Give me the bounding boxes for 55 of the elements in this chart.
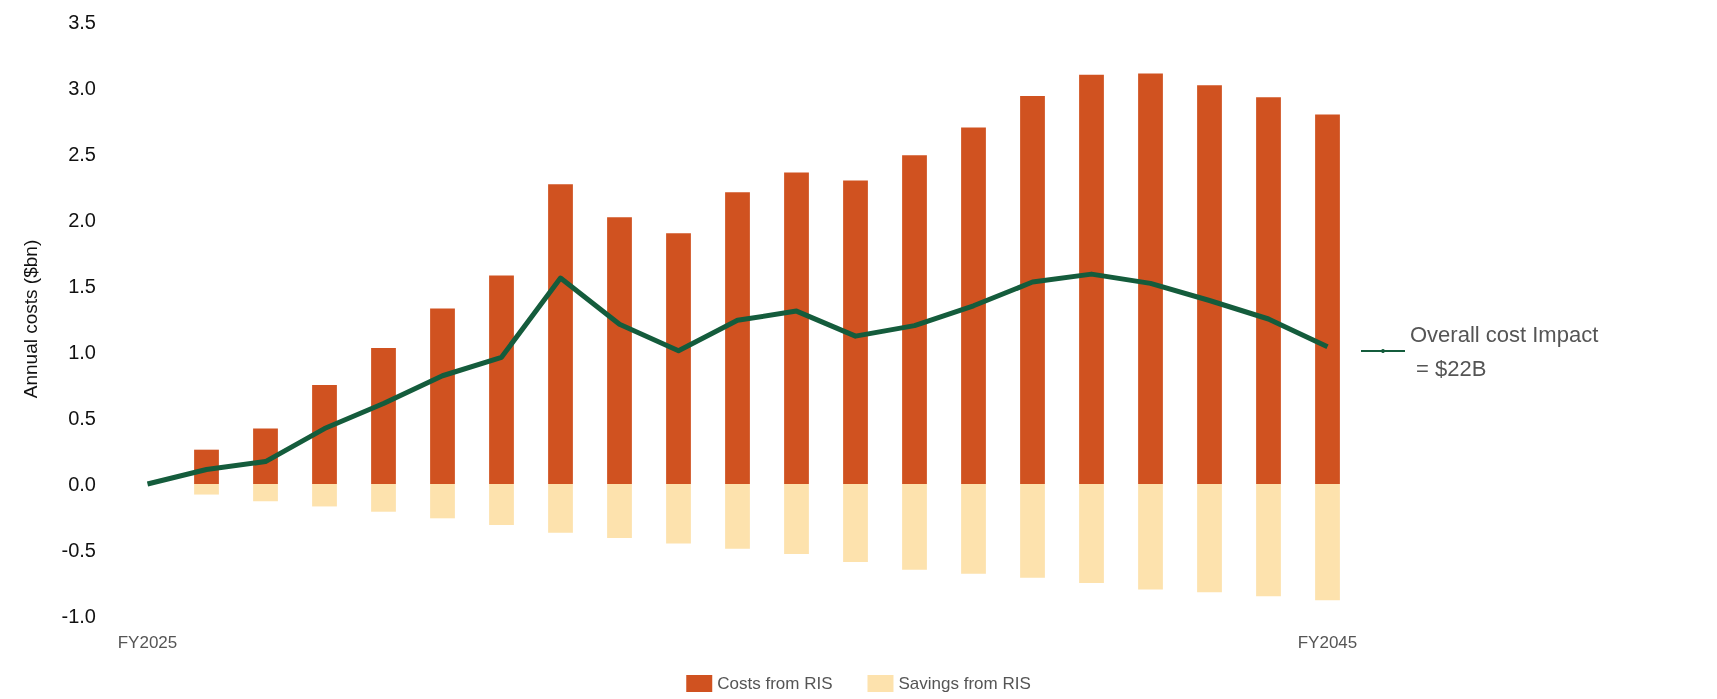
y-tick-label: 0.0 [68, 473, 96, 495]
bar [312, 385, 337, 484]
bar [489, 484, 514, 525]
bar [548, 484, 573, 533]
bar [1079, 484, 1104, 583]
bar [253, 428, 278, 484]
bar [1256, 97, 1281, 484]
bar [1256, 484, 1281, 597]
bar [666, 484, 691, 544]
bar [371, 484, 396, 512]
bar [371, 348, 396, 484]
y-tick-label: 2.0 [68, 209, 96, 231]
bar [725, 192, 750, 484]
bar [548, 184, 573, 484]
bar [725, 484, 750, 549]
y-tick-label: -1.0 [61, 605, 96, 627]
bar [843, 180, 868, 484]
bar [784, 484, 809, 554]
y-tick-label: 0.5 [68, 407, 96, 429]
bar [784, 172, 809, 484]
bar [430, 484, 455, 519]
y-tick-label: 1.5 [68, 275, 96, 297]
bar [194, 484, 219, 495]
y-tick-label: 2.5 [68, 143, 96, 165]
bar [489, 275, 514, 484]
bar [1138, 484, 1163, 590]
bar [1020, 484, 1045, 578]
bar [1315, 114, 1340, 484]
y-tick-label: 3.5 [68, 11, 96, 33]
bar [607, 484, 632, 539]
y-axis-title: Annual costs ($bn) [20, 239, 41, 399]
legend-label: Savings from RIS [898, 674, 1031, 693]
bar [253, 484, 278, 502]
bar [843, 484, 868, 562]
bar [1197, 484, 1222, 593]
y-tick-label: 3.0 [68, 77, 96, 99]
x-tick-label: FY2045 [1297, 633, 1358, 652]
bar [1197, 85, 1222, 484]
bar [1315, 484, 1340, 601]
bar [1138, 73, 1163, 484]
bar [666, 233, 691, 484]
legend-label: Costs from RIS [717, 674, 833, 693]
x-tick-label: FY2025 [117, 633, 178, 652]
bar [607, 217, 632, 484]
bar [902, 155, 927, 484]
bar [430, 308, 455, 484]
y-tick-label: -0.5 [61, 539, 96, 561]
bar [1020, 95, 1045, 484]
y-tick-label: 1.0 [68, 341, 96, 363]
bar [961, 484, 986, 574]
bar [312, 484, 337, 507]
legend-label: Overall cost Impact = $22B [1410, 321, 1599, 381]
bar [902, 484, 927, 570]
bar [961, 127, 986, 484]
bar [1079, 74, 1104, 484]
